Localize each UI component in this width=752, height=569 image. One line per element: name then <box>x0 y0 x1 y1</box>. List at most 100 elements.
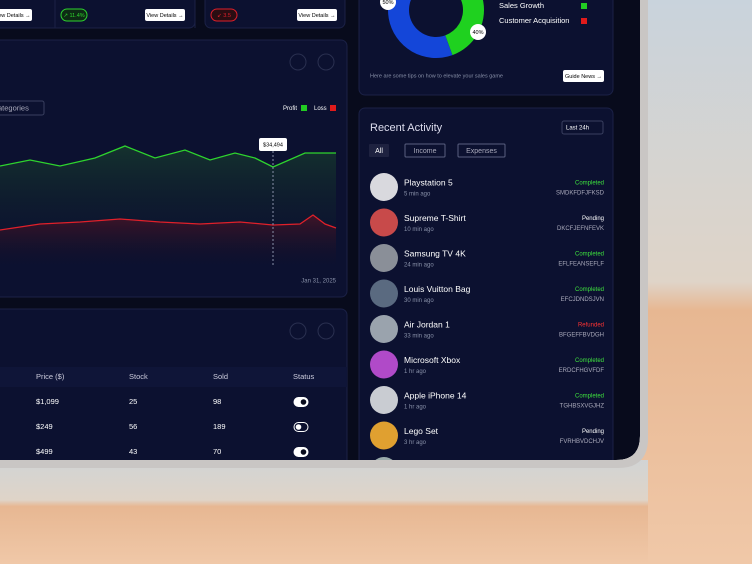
item-code: SMDKFDFJFKSD <box>556 191 605 197</box>
search-icon <box>289 322 307 340</box>
donut-badge <box>380 0 396 10</box>
dropdown[interactable] <box>0 100 45 116</box>
button[interactable] <box>0 9 32 21</box>
badge-label: ↙ 3.5 <box>217 13 231 19</box>
tab[interactable] <box>369 144 389 157</box>
table-header: Price ($) <box>36 372 65 381</box>
table-cell: $1,099 <box>36 397 59 406</box>
item-status: Completed <box>575 394 604 400</box>
donut-segment <box>388 0 453 58</box>
button-label: View Details → <box>298 13 335 19</box>
tab[interactable] <box>404 143 446 158</box>
avatar <box>370 421 398 450</box>
item-time: 5 min ago <box>404 192 431 198</box>
item-name: Samsung TV 4K <box>404 248 466 258</box>
tab[interactable] <box>457 143 506 158</box>
item-code: BFGEFFBVDGH <box>559 333 604 339</box>
item-name: Louis Vuitton Bag <box>404 284 471 294</box>
button[interactable] <box>563 70 604 82</box>
tooltip-label: $34,494 <box>263 142 283 148</box>
item-time: 3 hr ago <box>404 440 427 446</box>
item-time: 10 min ago <box>404 227 434 233</box>
chart-area <box>0 53 347 387</box>
menu-icon <box>317 322 335 340</box>
loss-line <box>0 214 337 231</box>
toggle[interactable] <box>293 422 309 432</box>
button[interactable] <box>145 9 185 21</box>
item-status: Pending <box>582 429 604 435</box>
item-name: Supreme T-Shirt <box>404 213 466 223</box>
avatar <box>370 244 398 272</box>
table-cell: 25 <box>129 397 137 406</box>
tab-label: All <box>375 148 383 155</box>
avatar <box>370 208 398 237</box>
table-cell: 70 <box>213 447 221 456</box>
menu-icon <box>317 53 335 71</box>
calendar-icon <box>289 53 307 71</box>
item-status: Completed <box>575 287 604 293</box>
button[interactable] <box>297 9 337 21</box>
item-status: Completed <box>575 252 604 258</box>
avatar <box>370 350 398 379</box>
item-time: 33 min ago <box>404 334 434 340</box>
item-time: 24 min ago <box>404 263 434 269</box>
avatar <box>370 315 398 343</box>
dropdown-label: Last 24h <box>566 126 589 132</box>
table-cell: 98 <box>213 397 221 406</box>
item-time: 30 min ago <box>404 298 434 304</box>
item-code: TGHBSXVGJHZ <box>560 404 605 410</box>
item-code: FVRHBVDCHJV <box>560 439 604 445</box>
legend-label: Sales Growth <box>499 1 544 10</box>
toggle-knob <box>295 424 302 430</box>
table-cell: $249 <box>36 422 53 431</box>
item-code: ERDCFHGVFDF <box>559 368 605 374</box>
avatar <box>370 173 398 201</box>
item-status: Completed <box>575 358 604 364</box>
donut-segment <box>445 0 484 56</box>
item-time: 1 hr ago <box>404 369 427 375</box>
tip-text: Here are some tips on how to elevate you… <box>370 73 503 79</box>
legend-swatch <box>301 105 307 111</box>
table-cell: 56 <box>129 422 137 431</box>
table-header: Stock <box>129 372 148 381</box>
table-header: Status <box>293 372 315 381</box>
table-cell: 189 <box>213 422 226 431</box>
toggle-knob <box>300 399 307 405</box>
button-label: View Details → <box>0 13 31 19</box>
donut-badge <box>470 24 486 40</box>
item-name: Apple iPhone 14 <box>404 390 467 400</box>
badge <box>60 8 88 22</box>
item-name: Air Jordan 1 <box>404 319 450 329</box>
tooltip <box>259 138 287 151</box>
badge-label: ↗ 11.4% <box>63 13 84 19</box>
dropdown[interactable] <box>561 120 604 135</box>
item-status: Refunded <box>578 323 604 329</box>
button-label: View Details → <box>146 13 183 19</box>
item-status: Completed <box>575 181 604 187</box>
legend-label: Profit <box>283 106 297 112</box>
donut: 40% 50% <box>380 0 486 58</box>
legend-label: Customer Acquisition <box>499 16 569 25</box>
item-name: Lego Set <box>404 426 439 436</box>
table-header: Sold <box>213 372 228 381</box>
badge <box>210 8 238 22</box>
item-name: Playstation 5 <box>404 177 453 187</box>
dropdown-label: ategories <box>0 103 29 112</box>
tab-label: Expenses <box>466 148 497 155</box>
date-label: Jan 31, 2025 <box>301 279 336 285</box>
item-name: Microsoft Xbox <box>404 355 461 365</box>
item-code: EFCJDNDSJVN <box>561 297 604 303</box>
donut-label: 50% <box>382 0 393 6</box>
tab-label: Income <box>414 148 437 155</box>
avatar <box>370 386 398 414</box>
button-label: Guide News → <box>565 74 602 80</box>
item-code: EFLFEANSEFLF <box>558 262 604 268</box>
table-header-bg <box>0 367 347 387</box>
legend-swatch <box>330 105 336 111</box>
avatar <box>370 279 398 308</box>
donut-label: 40% <box>472 30 483 36</box>
legend-label: Loss <box>314 106 327 112</box>
section-title: Recent Activity <box>370 122 443 134</box>
